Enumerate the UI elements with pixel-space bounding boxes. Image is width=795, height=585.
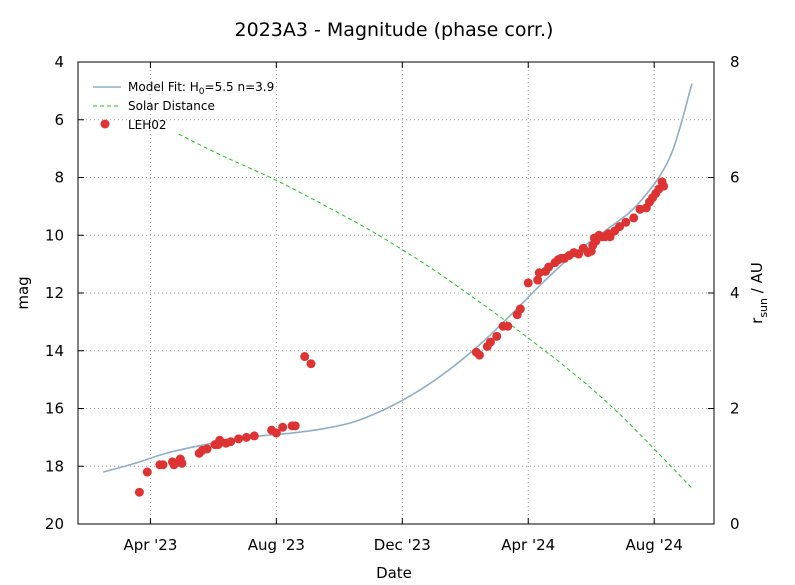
y2-axis-label-sub: sun	[757, 298, 770, 318]
data-point-leh02	[169, 460, 179, 470]
legend-solar-label: Solar Distance	[128, 99, 215, 113]
data-point-leh02	[306, 359, 316, 369]
data-point-leh02	[249, 431, 259, 441]
data-point-leh02	[503, 321, 513, 331]
y-axis-label: mag	[14, 276, 32, 309]
y2-tick-label: 4	[730, 284, 740, 302]
x-tick-label: Dec '23	[374, 536, 431, 554]
data-point-leh02	[485, 337, 495, 347]
data-point-leh02	[202, 444, 212, 454]
model-fit-line	[102, 83, 693, 473]
solar-distance-line	[178, 133, 693, 489]
data-point-leh02	[158, 460, 168, 470]
y-tick-label: 12	[45, 284, 64, 302]
y-tick-label: 14	[45, 342, 64, 360]
x-tick-label: Aug '24	[626, 536, 683, 554]
data-point-leh02	[492, 331, 502, 341]
y2-tick-label: 0	[730, 515, 740, 533]
y2-tick-label: 6	[730, 169, 740, 187]
data-point-leh02	[621, 217, 631, 227]
data-point-leh02	[290, 421, 300, 431]
y-tick-label: 8	[54, 169, 64, 187]
legend-obs-label: LEH02	[128, 118, 167, 132]
data-point-leh02	[271, 428, 281, 438]
y-tick-label: 18	[45, 457, 64, 475]
data-point-leh02	[142, 467, 152, 477]
legend: Model Fit: H0=5.5 n=3.9 Solar Distance L…	[93, 80, 274, 132]
data-point-leh02	[241, 432, 251, 442]
data-point-leh02	[544, 262, 554, 272]
data-point-leh02	[533, 275, 543, 285]
legend-model-label: Model Fit: H0=5.5 n=3.9	[128, 80, 274, 97]
data-point-leh02	[300, 352, 310, 362]
data-point-leh02	[515, 304, 525, 314]
data-point-leh02	[234, 434, 244, 444]
series-layer	[102, 83, 693, 497]
y2-tick-label: 2	[730, 400, 740, 418]
data-point-leh02	[474, 350, 484, 360]
data-point-leh02	[615, 222, 625, 232]
y2-tick-label: 8	[730, 53, 740, 71]
y-tick-label: 4	[54, 53, 64, 71]
y-tick-label: 20	[45, 515, 64, 533]
chart-title: 2023A3 - Magnitude (phase corr.)	[235, 19, 554, 41]
data-point-leh02	[278, 422, 288, 432]
axis-ticks: Apr '23 Aug '23 Dec '23 Apr '24 Aug '24 4 6 8 10…	[45, 53, 740, 554]
y2-axis-label-rest: / AU	[748, 262, 766, 298]
data-point-leh02	[523, 278, 533, 288]
y-tick-label: 16	[45, 400, 64, 418]
x-tick-label: Aug '23	[248, 536, 305, 554]
data-point-leh02	[134, 487, 144, 497]
y2-axis-label: rsun / AU	[748, 262, 770, 324]
data-point-leh02	[226, 437, 236, 447]
data-point-leh02	[177, 458, 187, 468]
legend-obs-swatch	[100, 119, 110, 129]
x-axis-label: Date	[376, 564, 412, 582]
y-tick-label: 10	[45, 226, 64, 244]
y-tick-label: 6	[54, 111, 64, 129]
data-point-leh02	[629, 213, 639, 223]
grid	[78, 62, 714, 524]
data-point-leh02	[659, 181, 669, 191]
x-tick-label: Apr '23	[123, 536, 177, 554]
x-tick-label: Apr '24	[501, 536, 555, 554]
